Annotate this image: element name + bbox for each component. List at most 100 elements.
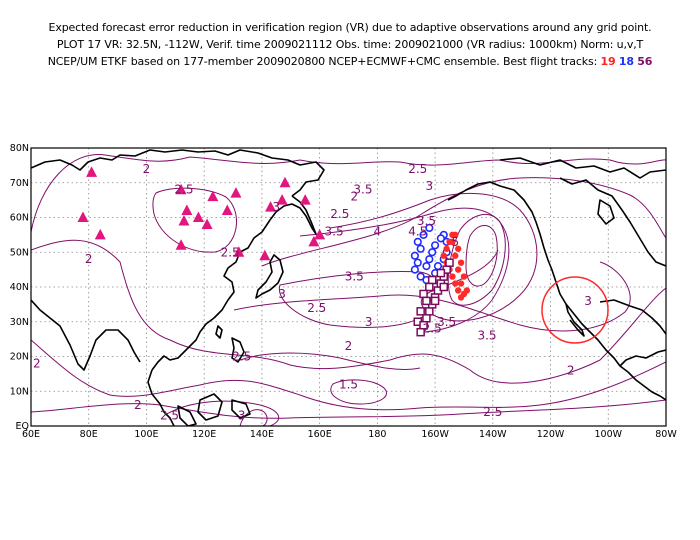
contour-label: 3.5	[477, 329, 496, 343]
contour-label: 3.5	[437, 315, 456, 329]
raob-site-marker	[175, 239, 187, 250]
north-america-coast	[447, 181, 666, 401]
track-18-point	[433, 262, 443, 271]
track-18-label: 18	[618, 55, 634, 68]
track-56-point	[430, 296, 440, 306]
lon-tick-label: 120E	[192, 429, 216, 440]
indonesia-coast	[177, 399, 251, 426]
track-18-point	[413, 258, 422, 267]
track-56-point	[445, 258, 454, 267]
contour-line	[447, 213, 506, 306]
raob-site-marker	[279, 176, 291, 188]
baja-california-coast	[565, 303, 585, 337]
track-19-point	[457, 294, 465, 301]
track-18-point	[416, 244, 425, 253]
raob-sites	[77, 166, 326, 261]
track-19-point	[454, 245, 462, 252]
contour-label: 3.5	[417, 214, 436, 228]
track-19-point	[457, 259, 465, 266]
contour-label: 2	[33, 356, 41, 370]
contour-label: 3	[584, 294, 592, 308]
lon-tick-label: 80W	[655, 429, 677, 440]
contour-label: 3.5	[345, 270, 364, 284]
raob-site-marker	[233, 246, 245, 257]
track-19-label: 19	[600, 55, 616, 68]
track-56-point	[425, 282, 434, 292]
contour-line	[31, 399, 666, 419]
lon-tick-label: 140W	[479, 429, 507, 440]
track-19-point	[457, 280, 465, 287]
contour-label: 2.5	[423, 322, 442, 336]
track-18-point	[413, 237, 422, 246]
se-asia-coast	[147, 369, 175, 426]
contour-label: 3	[425, 179, 433, 193]
track-18-point	[428, 248, 437, 257]
track-18-point	[416, 272, 425, 281]
track-56-point	[439, 282, 448, 292]
track-18-point	[422, 262, 431, 271]
contour-line	[164, 400, 280, 426]
contour-label: 2.5	[221, 245, 240, 259]
title-line-1: Expected forecast error reduction in ver…	[48, 21, 652, 34]
contour-line	[31, 154, 666, 233]
eurasia-north-coast	[31, 149, 325, 197]
central-america-coast	[619, 349, 666, 367]
raob-site-marker	[207, 190, 219, 202]
track-56-point	[419, 289, 428, 299]
contour-line	[261, 177, 666, 267]
lon-tick-label: 120W	[537, 429, 565, 440]
raob-site-marker	[178, 214, 190, 226]
track-19-point	[449, 231, 456, 239]
contour-label: 3	[273, 200, 281, 214]
raob-site-marker	[299, 194, 311, 205]
lon-tick-label: 60E	[22, 429, 40, 440]
contour-label: 2.5	[232, 350, 251, 364]
raob-site-marker	[181, 204, 193, 216]
contour-label: 2	[85, 252, 93, 266]
lat-tick-label: 20N	[10, 352, 29, 363]
lon-tick-label: 160W	[421, 429, 449, 440]
contour-line	[31, 339, 666, 411]
raob-site-marker	[308, 235, 320, 247]
contour-label: 2	[345, 339, 353, 353]
contour-label: 2	[143, 162, 151, 176]
lon-tick-label: 100E	[134, 429, 158, 440]
contour-line	[330, 379, 387, 405]
china-coast	[151, 299, 229, 371]
gulf-coast	[599, 299, 666, 335]
lat-tick-label: 60N	[10, 213, 29, 224]
contour-label: 3.5	[325, 224, 344, 238]
taiwan-coast	[215, 325, 223, 339]
track-19-point	[446, 238, 453, 246]
arctic-canada-coast	[499, 157, 666, 267]
track-19-point	[443, 245, 450, 252]
contour-line	[329, 192, 538, 322]
contour-label: 4	[374, 224, 382, 238]
map-frame	[30, 147, 667, 427]
raob-site-marker	[94, 228, 106, 240]
track-18-point	[425, 223, 434, 233]
title-line-3: NCEP/UM ETKF based on 177-member 2009020…	[0, 55, 700, 68]
lat-tick-label: 40N	[10, 282, 29, 293]
raob-site-marker	[314, 228, 326, 240]
lon-tick-label: 140E	[250, 429, 274, 440]
contour-line	[239, 352, 421, 370]
raob-site-marker	[265, 201, 277, 212]
track-18-point	[430, 241, 440, 250]
track-56-point	[422, 296, 431, 306]
track-18-point	[419, 230, 428, 239]
contour-label: 2.5	[483, 405, 502, 419]
contour-label: 4.5	[408, 224, 427, 238]
contour-label: 2.5	[174, 183, 193, 197]
track-56-point	[427, 275, 437, 285]
contour-label: 2	[350, 190, 358, 204]
lat-tick-label: 10N	[10, 386, 29, 397]
contour-line	[465, 225, 498, 287]
title-line-2: PLOT 17 VR: 32.5N, -112W, Verif. time 20…	[56, 38, 644, 51]
lat-tick-label: 70N	[10, 178, 29, 189]
contour-label: 2.5	[330, 207, 349, 221]
lon-tick-label: 100W	[595, 429, 623, 440]
track-19-point	[440, 252, 447, 259]
raob-site-marker	[86, 166, 98, 177]
